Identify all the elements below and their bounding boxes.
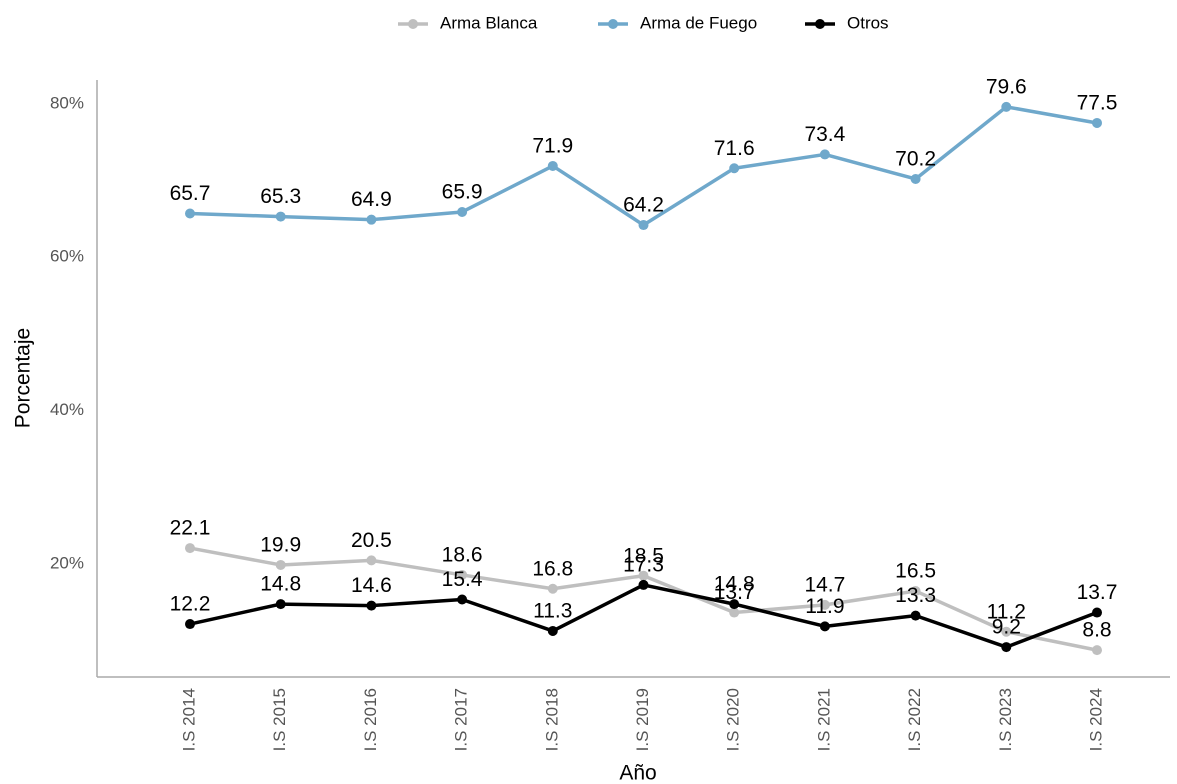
point [366,555,377,566]
legend-label: Arma Blanca [440,13,538,32]
y-tick-label: 20% [50,554,84,573]
point [729,599,740,610]
legend-label: Arma de Fuego [640,13,757,32]
point [638,220,649,231]
point [366,214,377,225]
legend-label: Otros [847,13,889,32]
point [185,543,195,554]
data-label: 71.9 [532,134,573,157]
data-label: 14.8 [260,573,301,596]
data-label: 8.8 [1082,619,1111,642]
data-label: 70.2 [895,148,936,171]
point [729,163,740,174]
x-tick-label: I.S 2018 [542,688,561,751]
data-label: 15.4 [442,568,483,591]
y-tick-label: 60% [50,247,84,266]
point [638,570,649,581]
data-label: 13.7 [714,581,755,604]
data-label: 11.2 [987,600,1026,623]
point [910,610,921,621]
data-label: 77.5 [1077,92,1118,115]
point [185,619,195,630]
data-label: 13.3 [895,584,936,607]
point [1001,642,1012,653]
data-label: 20.5 [351,529,392,552]
point [1092,645,1102,656]
data-label: 14.8 [714,573,755,596]
point [547,160,558,171]
y-tick-label: 80% [50,93,84,112]
data-label: 65.7 [170,182,211,205]
data-label: 22.1 [170,517,211,540]
data-label: 13.7 [1077,581,1118,604]
point [457,594,468,605]
point [1092,607,1102,618]
data-label: 16.5 [895,560,936,583]
data-label: 73.4 [804,123,845,146]
x-tick-label: I.S 2019 [633,688,652,751]
legend-dot [408,19,418,29]
x-tick-label: I.S 2014 [179,688,198,751]
point [547,625,558,636]
point [457,569,468,580]
legend-dot [608,19,618,29]
data-label: 14.6 [351,574,392,597]
x-tick-label: I.S 2016 [361,688,380,751]
data-label: 9.2 [992,616,1021,639]
point [819,599,830,610]
data-label: 18.5 [623,544,664,567]
point [638,579,649,590]
data-label: 64.9 [351,188,392,211]
data-label: 65.9 [442,181,483,204]
x-tick-label: I.S 2015 [270,688,289,751]
point [1092,117,1102,128]
point [366,600,377,611]
data-label: 19.9 [260,534,301,557]
series-line [189,583,1098,649]
legend-dot [815,19,825,29]
data-label: 16.8 [532,557,573,580]
point [729,607,740,618]
data-label: 17.3 [623,553,664,576]
point [547,583,558,594]
x-tick-label: I.S 2021 [814,688,833,751]
point [457,206,468,217]
data-label: 11.3 [533,600,572,623]
x-tick-label: I.S 2024 [1086,688,1105,751]
x-axis-title: Año [619,762,656,784]
data-label: 14.7 [804,573,845,596]
point [1001,101,1012,112]
y-axis-title: Porcentaje [12,328,35,428]
data-label: 71.6 [714,137,755,160]
x-tick-label: I.S 2022 [905,688,924,751]
data-label: 79.6 [986,75,1027,98]
point [910,586,921,597]
point [275,559,286,570]
y-tick-label: 40% [50,400,84,419]
point [275,211,286,222]
data-label: 11.9 [805,595,844,618]
data-label: 64.2 [623,194,664,217]
data-label: 12.2 [170,593,211,616]
x-tick-label: I.S 2020 [724,688,743,751]
data-label: 65.3 [260,185,301,208]
x-tick-label: I.S 2017 [452,688,471,751]
x-tick-label: I.S 2023 [996,688,1015,751]
point [185,208,195,219]
point [275,599,286,610]
point [1001,626,1012,637]
point [819,621,830,632]
point [910,173,921,184]
data-label: 18.6 [442,543,483,566]
point [819,149,830,160]
